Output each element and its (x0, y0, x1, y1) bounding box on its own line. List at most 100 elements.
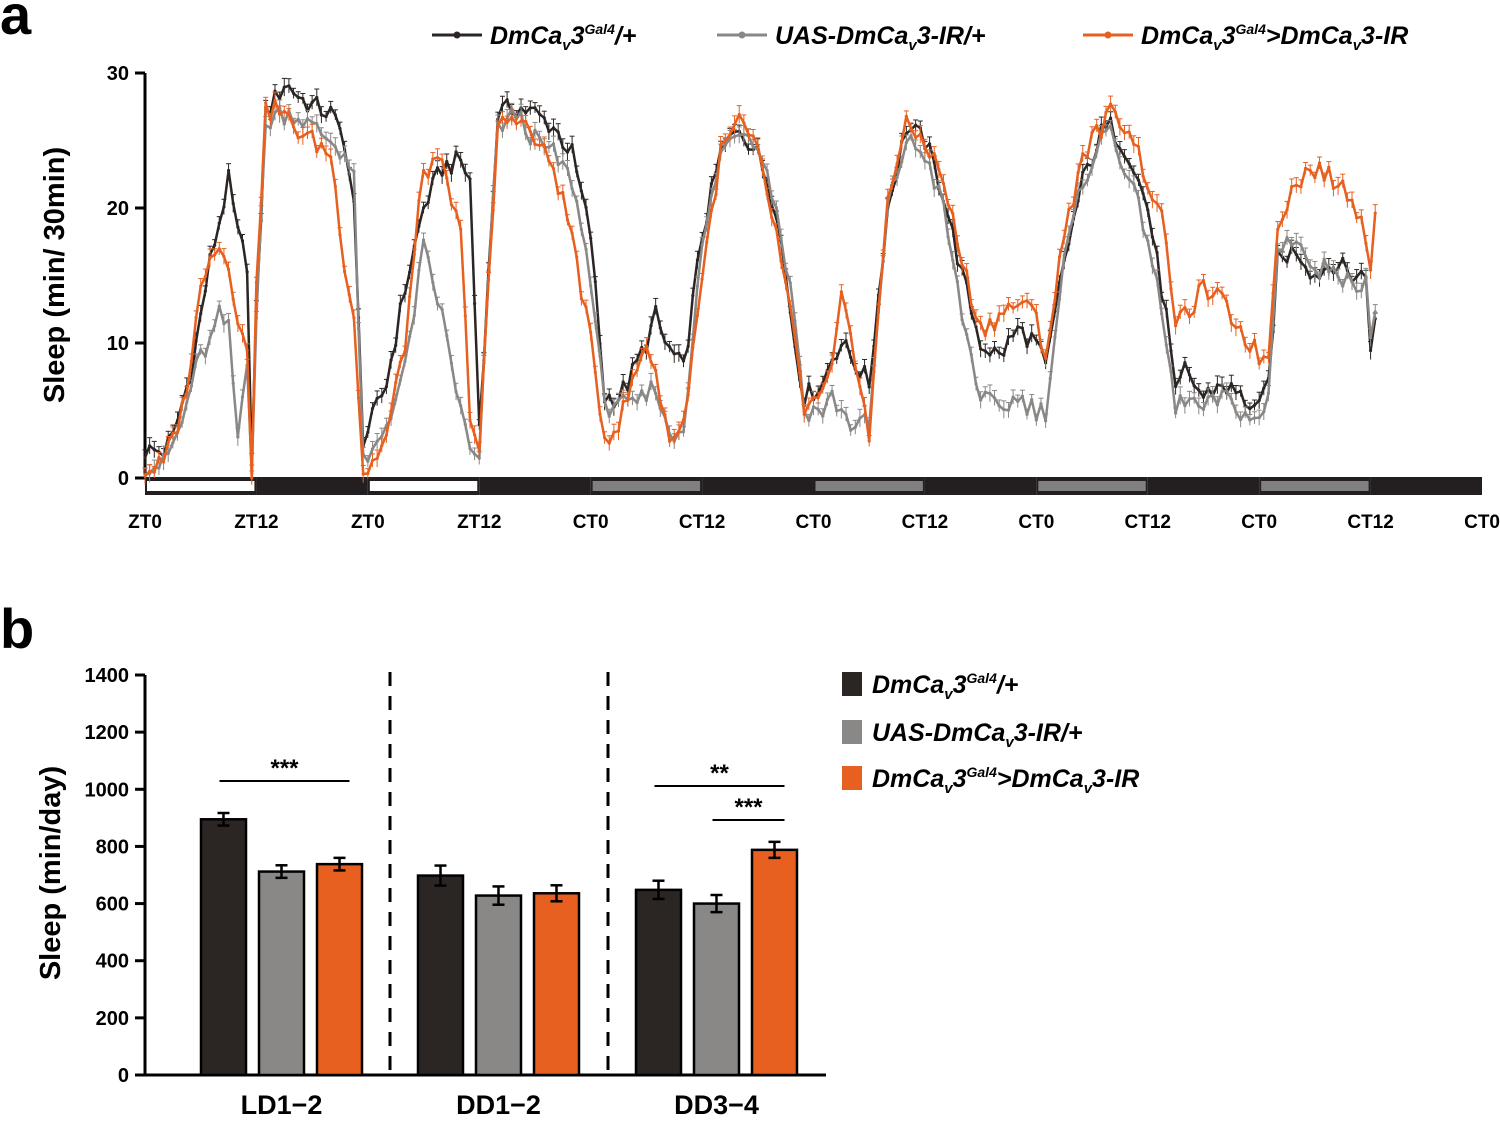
panel-a-data-point (333, 113, 337, 117)
panel-a-data-point (635, 368, 639, 373)
panel-a-data-point (1002, 312, 1006, 316)
panel-a-data-point (621, 380, 625, 384)
panel-a-data-point (1011, 306, 1015, 310)
panel-a-data-point (672, 352, 676, 356)
panel-a-data-point (1155, 250, 1159, 255)
panel-a-data-point (969, 311, 973, 315)
panel-a-data-point (1178, 310, 1182, 314)
panel-a-data-point (1183, 305, 1187, 310)
panel-a-x-tick-label: CT0 (1018, 512, 1054, 533)
panel-a-data-point (1034, 418, 1038, 422)
panel-a-data-point (681, 430, 686, 434)
panel-a-data-point (431, 280, 435, 285)
panel-a-data-point (282, 109, 286, 114)
panel-a-data-point (960, 318, 964, 322)
panel-a-data-point (593, 319, 597, 323)
panel-a-data-point (1025, 344, 1029, 349)
panel-a-data-point (435, 302, 440, 306)
panel-a-data-point (1169, 369, 1173, 374)
panel-a-data-point (226, 267, 231, 271)
panel-a-data-point (770, 215, 774, 220)
panel-a-data-point (1201, 395, 1206, 399)
panel-a-data-point (514, 122, 518, 126)
panel-a-data-point (310, 129, 314, 133)
panel-a-data-point (1071, 203, 1076, 207)
panel-a-light-segment-fill (1038, 481, 1146, 491)
panel-a-data-point (398, 360, 402, 364)
panel-a-data-point (955, 242, 960, 246)
panel-a-data-point (732, 134, 737, 139)
panel-a-data-point (839, 343, 843, 348)
panel-a-data-point (705, 222, 709, 226)
panel-a-data-point (454, 209, 458, 213)
panel-b-legend: DmCav3Gal4/+ UAS-DmCav3-IR/+ DmCav3Gal4>Dm… (842, 670, 1139, 797)
panel-a-light-dark-bar (145, 477, 1482, 495)
panel-a-data-point (988, 317, 992, 322)
panel-a-data-point (1299, 185, 1303, 189)
panel-a-data-point (505, 120, 509, 125)
panel-a-data-point (199, 284, 203, 288)
panel-a-data-point (449, 361, 453, 365)
panel-a-data-point (788, 281, 792, 285)
panel-a-data-point (254, 280, 259, 285)
panel-a-data-point (538, 112, 542, 116)
panel-a-data-point (1002, 407, 1006, 412)
panel-a-data-point (1336, 184, 1340, 188)
panel-a-data-point (500, 103, 505, 107)
panel-a-data-point (1025, 412, 1029, 416)
panel-a-data-point (983, 349, 987, 353)
panel-a-data-point (686, 344, 690, 348)
panel-a-data-point (602, 436, 607, 440)
panel-a-data-point (435, 156, 440, 160)
panel-a-data-point (561, 190, 565, 195)
panel-a-data-point (821, 386, 825, 390)
panel-a-data-point (1368, 268, 1373, 272)
panel-a-legend-label: DmCav3Gal4>DmCav3-IR (1141, 21, 1408, 54)
panel-a-data-point (1238, 418, 1243, 422)
panel-a-data-point (858, 385, 862, 389)
panel-a-data-point (914, 123, 918, 127)
panel-a-data-point (1136, 144, 1141, 149)
panel-a-data-point (1373, 211, 1377, 215)
panel-a-data-point (1090, 130, 1094, 135)
panel-a-data-point (408, 270, 412, 274)
panel-a-data-point (1322, 257, 1326, 261)
panel-b-y-tick-label: 600 (96, 894, 129, 916)
panel-a-data-point (1187, 315, 1192, 319)
panel-a-line-chart: Sleep (min/ 30min) 0 10 20 30 ZT0 ZT12 ZT0 ZT1… (39, 21, 1500, 533)
panel-a-data-point (988, 391, 992, 396)
panel-a-data-point (774, 206, 778, 210)
panel-b-legend-label: DmCav3Gal4>DmCav3-IR (872, 764, 1139, 797)
panel-a-data-point (974, 325, 978, 329)
panel-a-data-point (1308, 264, 1312, 268)
panel-a-data-point (807, 402, 811, 406)
panel-a-legend: DmCav3Gal4/+ UAS-DmCav3-IR/+ DmCav3Gal4>Dm… (432, 21, 1408, 54)
panel-a-data-point (463, 171, 467, 175)
panel-a-y-tick-label: 10 (107, 333, 129, 355)
panel-a-data-point (278, 112, 282, 116)
panel-a-data-point (1252, 403, 1257, 407)
panel-a-data-point (477, 449, 481, 453)
panel-a-data-point (551, 166, 556, 171)
panel-b-bar (634, 888, 683, 1077)
panel-a-legend-marker (1104, 31, 1112, 39)
panel-a-data-point (946, 203, 950, 207)
panel-b-y-tick-label: 400 (96, 951, 129, 973)
panel-a-legend-item-0: DmCav3Gal4/+ (432, 21, 637, 54)
panel-a-data-point (542, 143, 546, 147)
panel-a-data-point (681, 359, 686, 363)
panel-a-data-point (1192, 310, 1196, 314)
panel-a-data-point (1350, 280, 1354, 284)
panel-a-data-point (589, 330, 593, 334)
panel-a-data-point (491, 208, 495, 212)
panel-a-data-point (1113, 144, 1117, 148)
panel-a-data-point (862, 404, 867, 408)
panel-a-data-point (1192, 396, 1196, 400)
panel-a-data-point (1081, 152, 1085, 156)
panel-a-data-point (264, 101, 268, 105)
panel-a-data-point (468, 418, 472, 423)
panel-a-data-point (366, 430, 370, 434)
panel-a-data-point (811, 395, 816, 400)
panel-a-data-point (658, 326, 662, 330)
panel-a-data-point (630, 396, 635, 400)
